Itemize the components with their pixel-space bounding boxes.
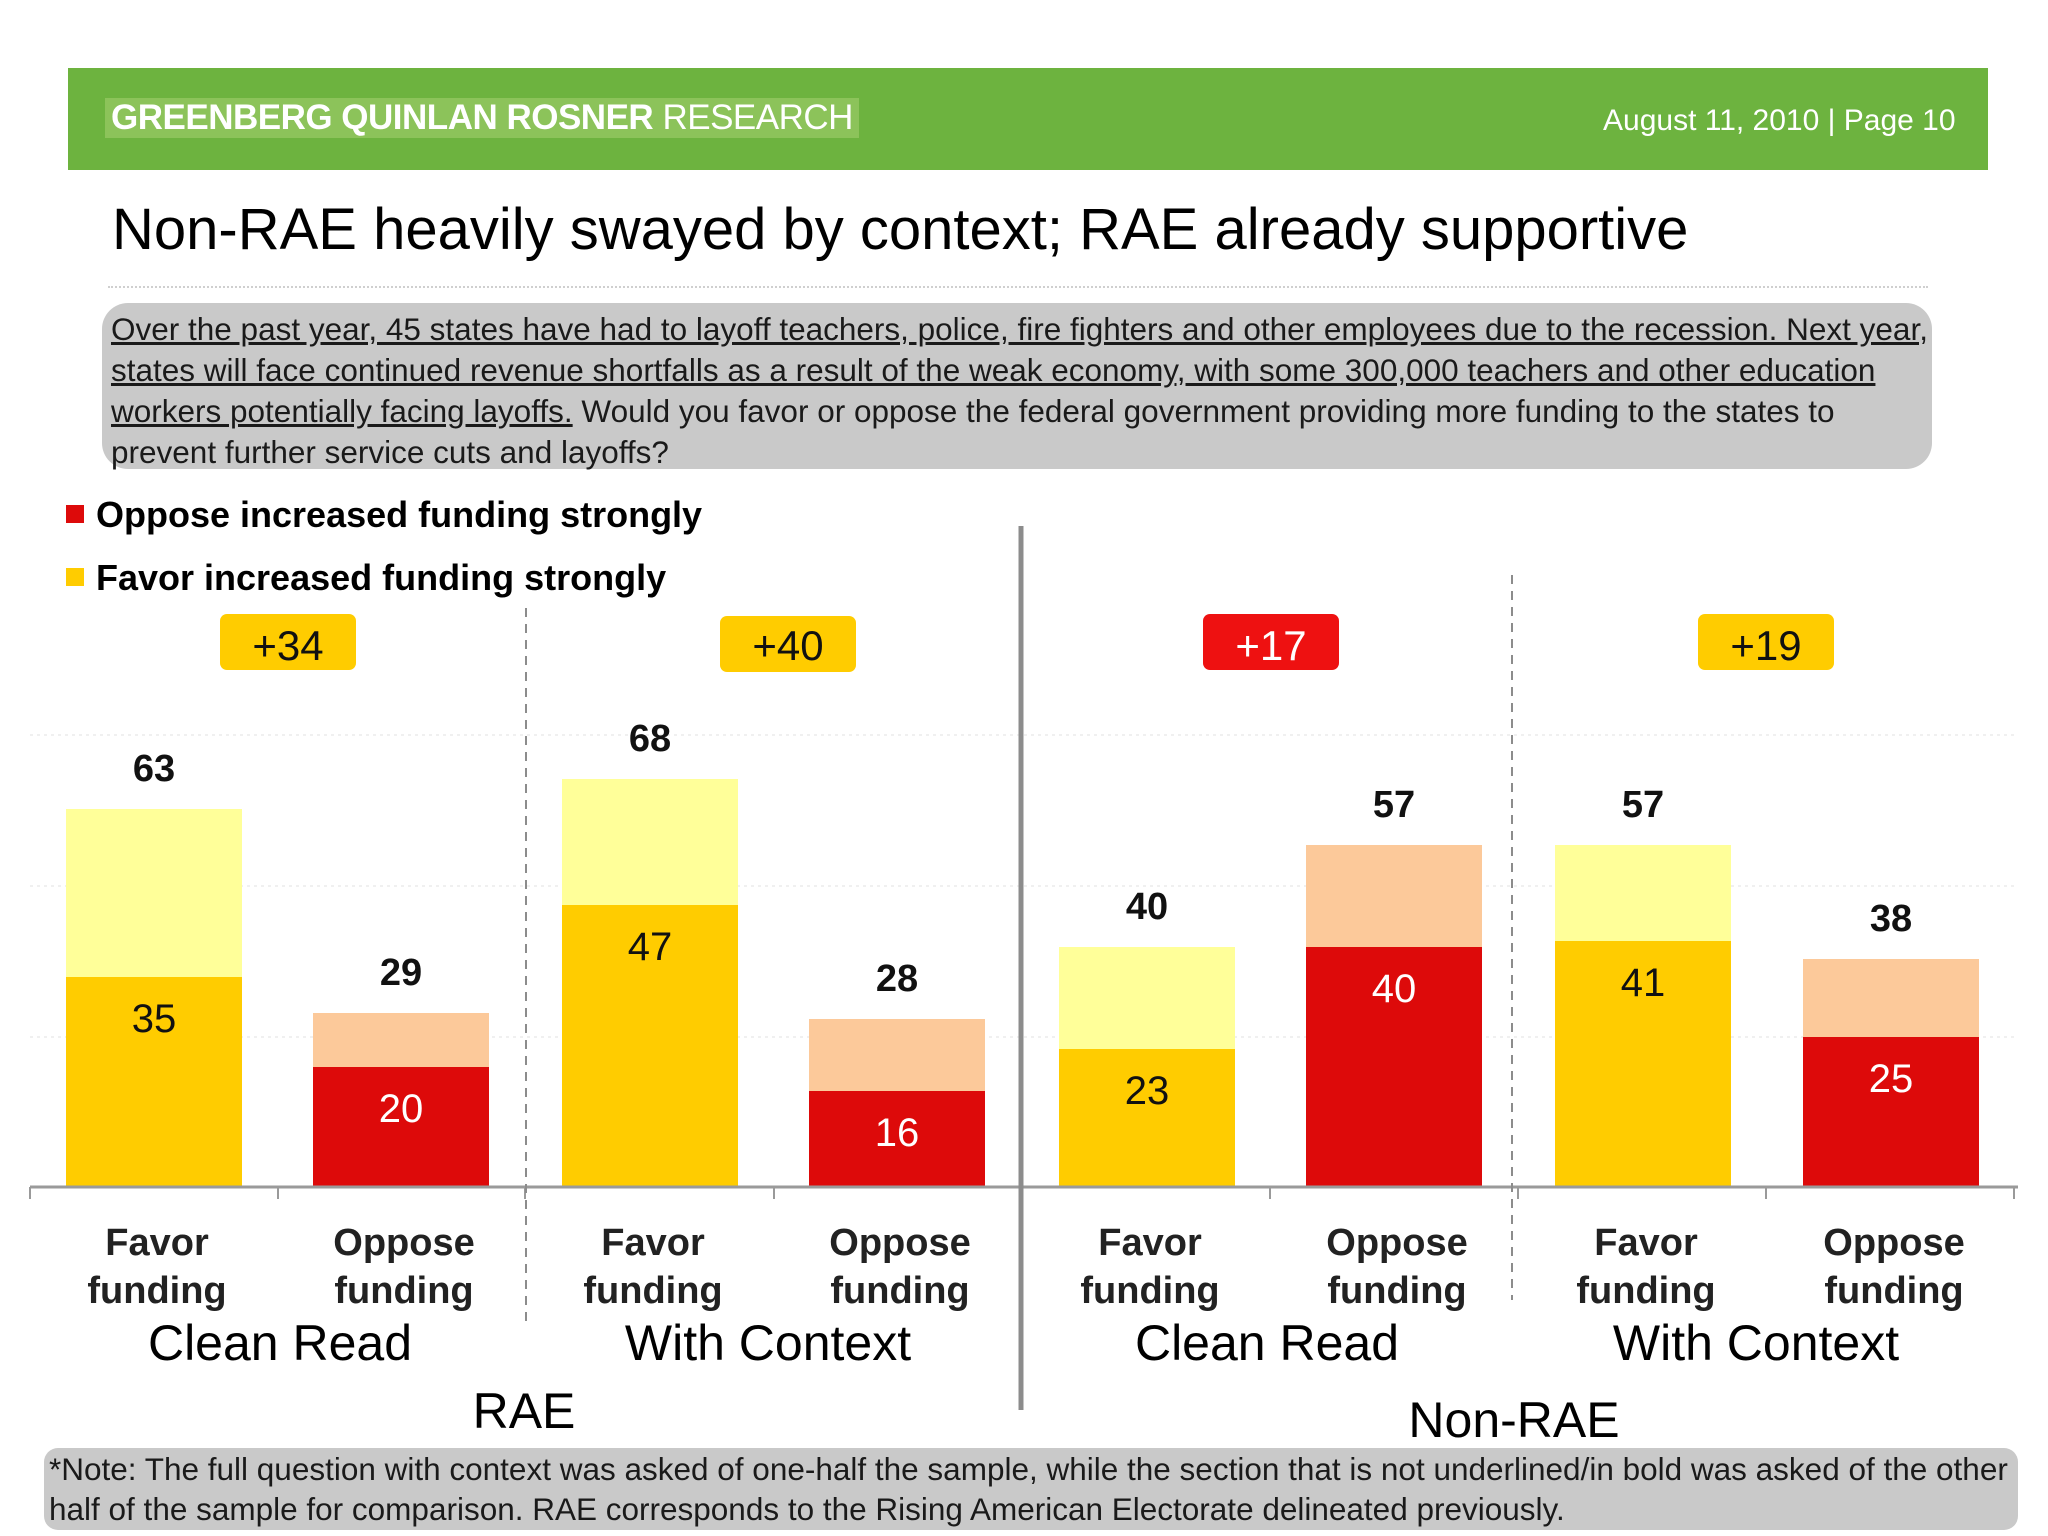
legend-oppose-swatch <box>66 505 84 524</box>
title-divider <box>108 286 1928 288</box>
data-label-total: 57 <box>1373 784 1415 826</box>
segment-label: Clean Read <box>1135 1315 1399 1371</box>
x-tick-label-line2: funding <box>583 1270 722 1312</box>
x-tick-label-line2: funding <box>1080 1270 1219 1312</box>
data-label-total: 57 <box>1622 784 1664 826</box>
net-badge-label: +17 <box>1235 622 1306 669</box>
group-label-rae: RAE <box>473 1383 576 1439</box>
x-tick-label-line2: funding <box>1327 1270 1466 1312</box>
segment-label: Clean Read <box>148 1315 412 1371</box>
net-badge <box>720 616 856 672</box>
x-tick-label-line1: Favor <box>1594 1222 1698 1264</box>
data-label-strong: 47 <box>628 925 673 969</box>
bar-favor-strong <box>562 905 738 1187</box>
net-badge <box>1698 614 1834 670</box>
question-text: Over the past year, 45 states have had t… <box>111 309 1931 473</box>
data-label-strong: 41 <box>1621 961 1666 1005</box>
data-label-total: 29 <box>380 952 422 994</box>
x-tick-label-line2: funding <box>830 1270 969 1312</box>
net-badge <box>1203 614 1339 670</box>
x-tick-label-line2: funding <box>1824 1270 1963 1312</box>
bar-oppose-strong <box>1803 1037 1979 1187</box>
bar-oppose-strong <box>809 1091 985 1187</box>
data-label-total: 38 <box>1870 898 1912 940</box>
question-box <box>102 303 1932 469</box>
legend-favor-label: Favor increased funding strongly <box>96 557 667 598</box>
legend-favor: Favor increased funding strongly <box>66 557 666 599</box>
data-label-strong: 35 <box>132 997 177 1041</box>
data-label-total: 28 <box>876 958 918 1000</box>
x-tick-label-line1: Favor <box>105 1222 209 1264</box>
net-badge-label: +40 <box>752 622 823 669</box>
note-box <box>44 1448 2018 1530</box>
segment-label: With Context <box>625 1315 911 1371</box>
data-label-total: 68 <box>629 718 671 760</box>
data-label-strong: 25 <box>1869 1057 1914 1101</box>
x-tick-label-line1: Oppose <box>1823 1222 1964 1264</box>
bar-oppose-strong <box>1306 947 1482 1187</box>
group-label-non-rae: Non-RAE <box>1408 1392 1619 1448</box>
bar-oppose-strong <box>313 1067 489 1187</box>
x-tick-label-line1: Favor <box>1098 1222 1202 1264</box>
data-label-strong: 40 <box>1372 967 1417 1011</box>
x-tick-label-line1: Oppose <box>1326 1222 1467 1264</box>
x-tick-label-line2: funding <box>334 1270 473 1312</box>
legend-oppose: Oppose increased funding strongly <box>66 494 702 536</box>
data-label-strong: 16 <box>875 1111 920 1155</box>
dateline: August 11, 2010 | Page 10 <box>1603 104 1956 137</box>
footnote: *Note: The full question with context wa… <box>49 1451 2008 1527</box>
brand-logo: GREENBERG QUINLAN ROSNER RESEARCH <box>105 98 859 138</box>
net-badge-label: +19 <box>1730 622 1801 669</box>
data-label-total: 63 <box>133 748 175 790</box>
segment-label: With Context <box>1613 1315 1899 1371</box>
bar-favor-strong <box>1059 1049 1235 1187</box>
data-label-total: 40 <box>1126 886 1168 928</box>
data-label-strong: 23 <box>1125 1069 1170 1113</box>
bar-favor-strong <box>1555 941 1731 1187</box>
net-badge-label: +34 <box>252 622 323 669</box>
x-tick-label-line1: Favor <box>601 1222 705 1264</box>
data-label-strong: 20 <box>379 1087 424 1131</box>
legend-favor-swatch <box>66 568 84 587</box>
question-context: Over the past year, 45 states have had t… <box>111 311 1928 429</box>
x-tick-label-line1: Oppose <box>333 1222 474 1264</box>
x-tick-label-line1: Oppose <box>829 1222 970 1264</box>
net-badge <box>220 614 356 670</box>
page-title: Non-RAE heavily swayed by context; RAE a… <box>112 197 1689 262</box>
x-tick-label-line2: funding <box>1576 1270 1715 1312</box>
bar-favor-strong <box>66 977 242 1187</box>
question-main: Would you favor or oppose the federal go… <box>111 393 1835 470</box>
legend-oppose-label: Oppose increased funding strongly <box>96 494 703 535</box>
x-tick-label-line2: funding <box>87 1270 226 1312</box>
